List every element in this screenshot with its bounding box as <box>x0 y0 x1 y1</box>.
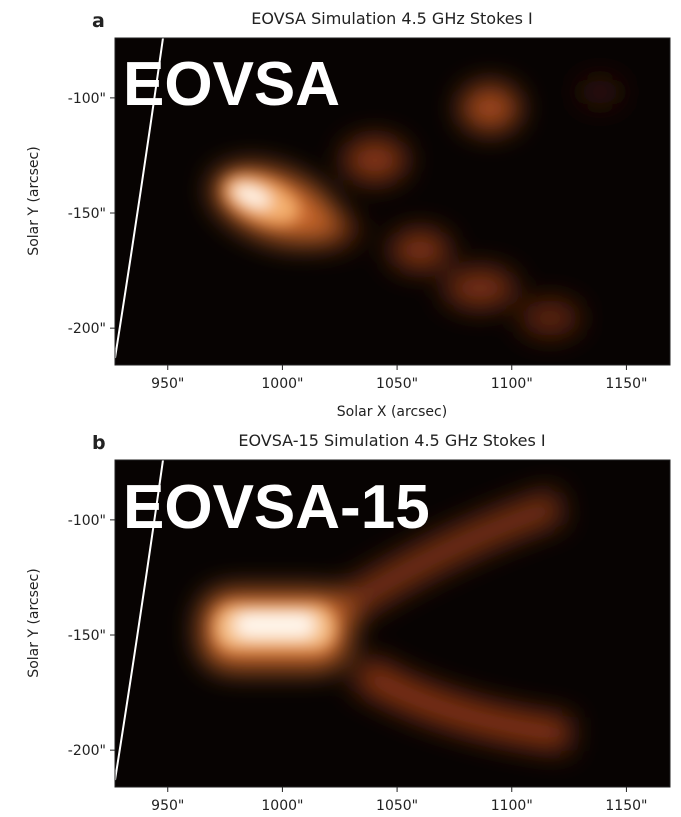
panel-a-image <box>115 38 670 365</box>
x-tick-label: 950" <box>151 376 184 392</box>
x-tick-label: 1050" <box>376 376 418 392</box>
y-tick-label: -200" <box>68 743 106 759</box>
y-axis-label: Solar Y (arcsec) <box>26 568 42 677</box>
panel-label: b <box>92 432 106 454</box>
plot-frame <box>114 37 671 366</box>
y-axis-label: Solar Y (arcsec) <box>26 146 42 255</box>
panel-b-image <box>115 460 670 787</box>
y-tick-label: -150" <box>68 206 106 222</box>
y-tick-label: -100" <box>68 91 106 107</box>
y-tick-label: -150" <box>68 628 106 644</box>
x-tick-label: 1100" <box>491 798 533 814</box>
x-tick-label: 1000" <box>261 798 303 814</box>
x-tick-label: 950" <box>151 798 184 814</box>
chart-title: EOVSA Simulation 4.5 GHz Stokes I <box>251 9 533 28</box>
x-tick-label: 1050" <box>376 798 418 814</box>
x-tick-label: 1000" <box>261 376 303 392</box>
plot-frame <box>114 459 671 788</box>
y-tick-label: -200" <box>68 321 106 337</box>
x-axis-label: Solar X (arcsec) <box>337 404 447 420</box>
x-tick-label: 1100" <box>491 376 533 392</box>
panel-label: a <box>92 10 105 32</box>
overlay-label: EOVSA-15 <box>123 473 430 542</box>
y-tick-label: -100" <box>68 513 106 529</box>
x-tick-label: 1150" <box>605 376 647 392</box>
overlay-label: EOVSA <box>123 50 340 119</box>
x-tick-label: 1150" <box>605 798 647 814</box>
chart-title: EOVSA-15 Simulation 4.5 GHz Stokes I <box>238 431 545 450</box>
